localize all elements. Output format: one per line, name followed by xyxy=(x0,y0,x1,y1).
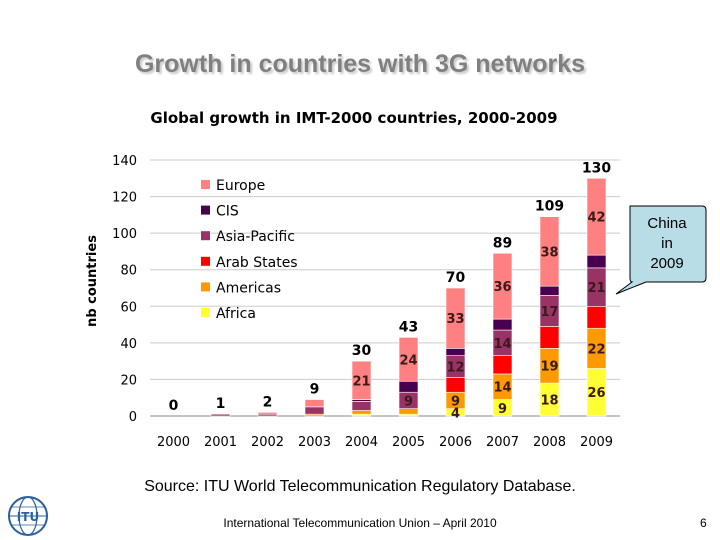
x-tick-label: 2009 xyxy=(580,435,613,450)
data-label: 38 xyxy=(540,245,558,260)
bar-segment xyxy=(539,216,560,287)
y-tick-label: 80 xyxy=(120,264,137,279)
bar-segment xyxy=(445,287,466,349)
x-tick-label: 2007 xyxy=(486,435,519,450)
data-label: 21 xyxy=(587,281,605,296)
y-tick-label: 0 xyxy=(129,410,137,425)
data-label: 17 xyxy=(540,305,558,320)
chart-legend: Europe CIS Asia-Pacific Arab States Americas… xyxy=(201,178,298,322)
y-tick-label: 120 xyxy=(112,191,137,206)
total-label: 30 xyxy=(352,343,372,359)
data-label: 33 xyxy=(446,312,464,327)
callout-line: 2009 xyxy=(650,255,684,272)
y-tick-label: 60 xyxy=(120,300,137,315)
y-tick-label: 20 xyxy=(120,373,137,388)
callout-line: in xyxy=(661,235,673,252)
data-label: 19 xyxy=(540,360,558,375)
data-label: 14 xyxy=(493,337,511,352)
footer-text: International Telecommunication Union – … xyxy=(223,516,497,530)
bar-segment xyxy=(210,413,231,417)
data-label: 12 xyxy=(446,361,464,376)
x-tick-label: 2008 xyxy=(533,435,566,450)
legend-label: Americas xyxy=(216,280,281,296)
y-tick-label: 140 xyxy=(112,154,137,169)
total-label: 9 xyxy=(310,382,320,398)
data-label: 42 xyxy=(587,211,605,226)
logo-text: ITU xyxy=(17,510,39,524)
callout-text: China in 2009 xyxy=(636,214,698,274)
legend-label: CIS xyxy=(216,204,239,220)
x-tick-label: 2000 xyxy=(157,435,190,450)
total-label: 130 xyxy=(582,160,611,176)
legend-swatch xyxy=(201,205,210,215)
legend-swatch xyxy=(201,256,210,266)
y-tick-label: 100 xyxy=(112,227,137,242)
bar-segment xyxy=(586,177,607,256)
legend-label: Europe xyxy=(216,178,265,194)
x-tick-label: 2005 xyxy=(392,435,425,450)
data-label: 26 xyxy=(587,386,605,401)
legend-swatch xyxy=(201,231,210,241)
chart-title: Global growth in IMT-2000 countries, 200… xyxy=(150,109,557,127)
page-number: 6 xyxy=(700,516,707,530)
total-label: 70 xyxy=(446,270,466,286)
chart-bars xyxy=(210,177,607,417)
data-label: 21 xyxy=(352,374,370,389)
x-tick-label: 2001 xyxy=(204,435,237,450)
legend-swatch xyxy=(201,282,210,292)
callout-line: China xyxy=(647,215,687,232)
data-label: 36 xyxy=(493,280,511,295)
legend-swatch xyxy=(201,180,210,189)
x-tick-label: 2002 xyxy=(251,435,284,450)
legend-label: Africa xyxy=(216,306,256,322)
data-label: 18 xyxy=(540,394,558,409)
data-label: 24 xyxy=(399,353,417,368)
x-tick-label: 2006 xyxy=(439,435,472,450)
total-label: 89 xyxy=(493,235,512,251)
bar-segment xyxy=(304,399,325,408)
legend-label: Arab States xyxy=(216,255,298,271)
total-label: 109 xyxy=(535,199,564,215)
bar-segment xyxy=(492,252,513,320)
y-tick-label: 40 xyxy=(120,337,137,352)
data-label: 9 xyxy=(498,402,507,417)
data-label: 14 xyxy=(493,381,511,396)
total-label: 0 xyxy=(169,398,179,414)
bar-segment xyxy=(398,337,419,382)
source-note: Source: ITU World Telecommunication Regu… xyxy=(144,478,576,495)
slide-title: Growth in countries with 3G networks xyxy=(134,50,586,78)
legend-label: Asia-Pacific xyxy=(216,229,295,245)
x-tick-label: 2004 xyxy=(345,435,378,450)
x-tick-label: 2003 xyxy=(298,435,331,450)
data-label: 22 xyxy=(587,342,605,357)
itu-logo-icon: ITU xyxy=(8,496,48,536)
chart-labels: 0 1 29 213092443491233709141436891819173810… xyxy=(169,160,612,421)
data-label: 9 xyxy=(404,394,413,409)
y-axis-label: nb countries xyxy=(85,235,100,327)
total-label: 2 xyxy=(263,394,273,410)
legend-swatch xyxy=(201,308,210,317)
data-label: 9 xyxy=(451,394,460,409)
total-label: 43 xyxy=(399,319,418,335)
total-label: 1 xyxy=(216,396,226,412)
data-label: 4 xyxy=(451,406,460,421)
bar-segment xyxy=(351,360,372,400)
bar-segment xyxy=(257,412,278,415)
